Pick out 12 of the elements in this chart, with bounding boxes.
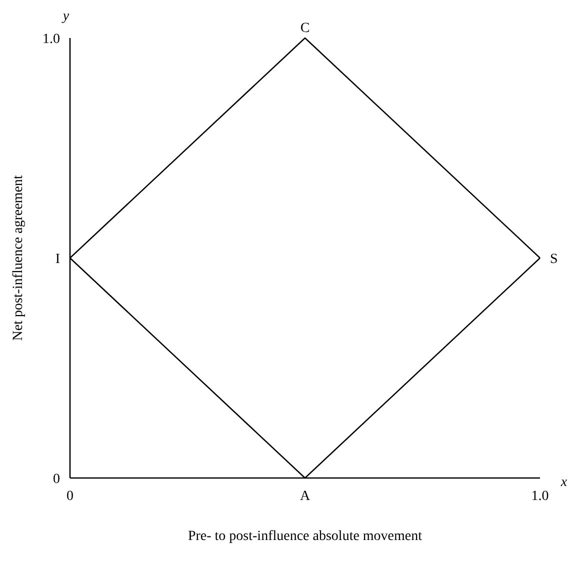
text: x — [560, 475, 568, 490]
annotation: S — [550, 252, 558, 267]
x-tick-label: 0 — [66, 489, 74, 504]
x-tick-label: A — [300, 489, 311, 504]
y-tick-label: 0 — [53, 472, 60, 487]
text: y — [60, 9, 70, 24]
x-tick-label: 1.0 — [531, 489, 549, 504]
y-tick-label: I — [55, 252, 60, 267]
x-axis-title: Pre- to post-influence absolute movement — [188, 529, 422, 544]
y-tick-label: 1.0 — [42, 32, 60, 47]
annotation: C — [300, 21, 310, 36]
y-axis-title: Net post-influence agreement — [11, 175, 26, 341]
